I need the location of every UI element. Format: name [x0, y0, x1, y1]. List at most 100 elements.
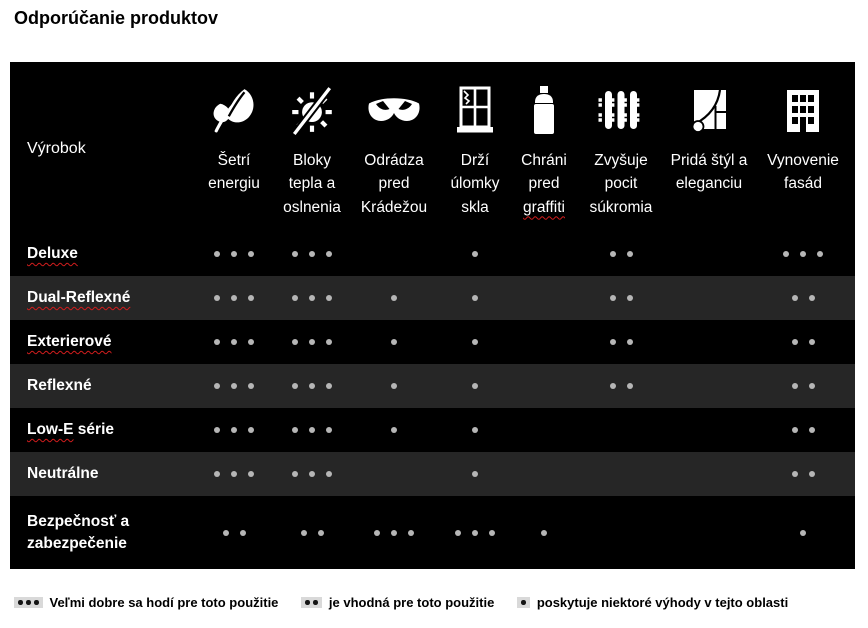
rating-dot — [489, 529, 495, 536]
column-header: Vynovenie fasád — [751, 62, 855, 232]
rating-cell — [195, 364, 273, 408]
rating-cell — [273, 452, 351, 496]
rating-dot — [609, 251, 616, 257]
product-label: Deluxe — [10, 243, 195, 265]
legend-dot — [26, 600, 31, 605]
rating-dot — [626, 251, 633, 257]
rating-dot — [326, 251, 332, 257]
rating-dot — [231, 339, 237, 345]
rating-dot — [326, 427, 332, 433]
legend-dot — [305, 600, 310, 605]
rating-dots — [300, 529, 324, 536]
rating-dot — [472, 427, 478, 433]
rating-dot — [214, 251, 220, 257]
rating-dots — [292, 427, 332, 433]
page-title: Odporúčanie produktov — [14, 8, 219, 28]
misspelled-text: Dual-Reflexné — [27, 289, 131, 307]
table-row: Low-E série — [10, 408, 855, 452]
rating-cell — [575, 408, 667, 452]
rating-cell — [667, 232, 751, 276]
rating-dot — [231, 295, 237, 301]
rating-dot — [626, 383, 633, 389]
column-header-label: Drží úlomky skla — [450, 152, 500, 216]
rating-dots — [391, 339, 397, 345]
rating-dot — [292, 471, 298, 477]
rating-dots — [472, 295, 478, 301]
rating-dots — [292, 339, 332, 345]
rating-dots — [214, 339, 254, 345]
spray-can-icon — [513, 84, 575, 136]
table-row: Reflexné — [10, 364, 855, 408]
product-label: Reflexné — [27, 377, 92, 395]
rating-cell — [667, 496, 751, 569]
rating-dots — [391, 383, 397, 389]
rating-dots — [391, 295, 397, 301]
rating-dot — [472, 339, 478, 345]
rating-cell — [575, 320, 667, 364]
column-header-label: Šetrí energiu — [208, 152, 260, 193]
rating-dots — [472, 383, 478, 389]
rating-dot — [214, 427, 220, 433]
rating-cell — [437, 452, 513, 496]
legend-item: Veľmi dobre sa hodí pre toto použitie — [14, 595, 278, 610]
rating-dots — [791, 383, 815, 389]
rating-dot — [472, 471, 478, 477]
rating-dot — [609, 339, 616, 345]
rating-cell — [751, 496, 855, 569]
rating-dot — [292, 383, 298, 389]
rating-dot — [808, 339, 815, 345]
rating-dot — [292, 339, 298, 345]
rating-dot — [309, 251, 315, 257]
rating-cell — [195, 232, 273, 276]
rating-dot — [791, 295, 798, 301]
burglar-mask-icon — [351, 84, 437, 136]
rating-dot — [214, 295, 220, 301]
rating-cell — [273, 496, 351, 569]
rating-cell — [437, 232, 513, 276]
rating-dot — [626, 295, 633, 301]
column-header-label: Zvyšuje pocit súkromia — [589, 152, 653, 216]
rating-dot — [391, 295, 397, 301]
product-label: Dual-Reflexné — [10, 287, 195, 309]
rating-dot — [300, 529, 307, 536]
rating-cell — [667, 364, 751, 408]
broken-window-icon — [437, 84, 513, 136]
rating-dots — [214, 427, 254, 433]
column-header-label: Pridá štýl a eleganciu — [670, 152, 748, 193]
legend: Veľmi dobre sa hodí pre toto použitie je … — [14, 595, 788, 610]
building-icon — [751, 84, 855, 136]
picket-fence-icon — [575, 84, 667, 136]
rating-dot — [214, 339, 220, 345]
rating-dot — [326, 383, 332, 389]
table-header-row: Výrobok Šetrí energiu Bloky tepla a oslne… — [10, 62, 855, 232]
rating-dots — [791, 339, 815, 345]
rating-dots — [541, 529, 547, 536]
rating-dot — [791, 427, 798, 433]
legend-dot — [18, 600, 23, 605]
rating-dot — [292, 427, 298, 433]
rating-dots — [292, 295, 332, 301]
rating-dot — [248, 471, 254, 477]
rating-dot — [231, 383, 237, 389]
rating-dots — [791, 471, 815, 477]
rating-dots — [455, 529, 495, 536]
rating-dot — [391, 427, 397, 433]
rating-dot — [248, 427, 254, 433]
misspelled-text: Exterierové — [27, 333, 112, 351]
rating-cell — [273, 276, 351, 320]
rating-dot — [326, 471, 332, 477]
rating-dot — [391, 529, 397, 536]
rating-dot — [408, 529, 414, 536]
column-header: Bloky tepla a oslnenia — [273, 62, 351, 232]
misspelled-text: Low-E — [27, 421, 74, 439]
rating-cell — [351, 232, 437, 276]
rating-dot — [541, 529, 547, 536]
rating-cell — [513, 232, 575, 276]
rating-dots — [391, 427, 397, 433]
rating-cell — [437, 276, 513, 320]
rating-cell — [195, 452, 273, 496]
legend-label: poskytuje niektoré výhody v tejto oblast… — [536, 595, 789, 610]
rating-cell — [273, 408, 351, 452]
rating-dot — [472, 529, 478, 536]
rating-cell — [751, 452, 855, 496]
